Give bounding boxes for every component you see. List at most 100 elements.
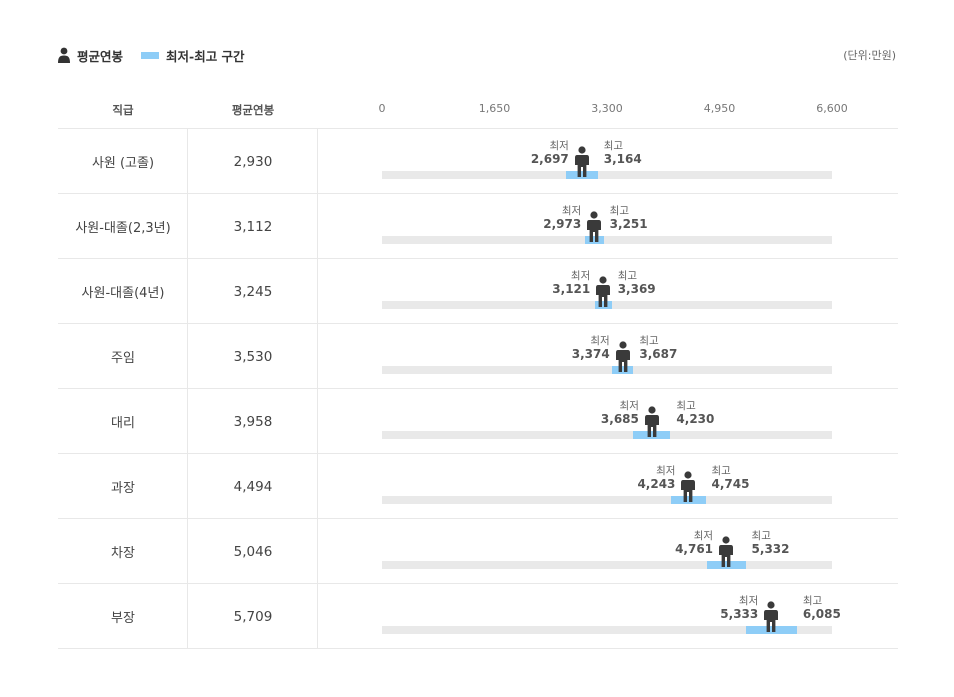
row-divider bbox=[58, 258, 898, 259]
avg-person-marker bbox=[644, 406, 659, 437]
range-bar bbox=[706, 561, 746, 569]
min-value: 2,697 bbox=[530, 152, 569, 166]
unit-label: (단위:만원) bbox=[843, 49, 896, 62]
row-divider bbox=[58, 648, 898, 649]
table-row: 주임 3,530 최저 3,374 최고 3,687 bbox=[58, 324, 898, 389]
range-track bbox=[382, 496, 832, 504]
max-value: 3,687 bbox=[639, 347, 678, 361]
max-value: 6,085 bbox=[802, 607, 841, 621]
rank-label: 과장 bbox=[111, 481, 135, 496]
max-value: 3,164 bbox=[603, 152, 642, 166]
row-divider bbox=[58, 388, 898, 389]
min-label: 최저 bbox=[738, 595, 759, 607]
avg-salary-value: 4,494 bbox=[233, 478, 273, 495]
avg-person-marker bbox=[574, 146, 589, 177]
range-track bbox=[382, 236, 832, 244]
range-track bbox=[382, 626, 832, 634]
avg-person-marker bbox=[615, 341, 630, 372]
rank-label: 사원 (고졸) bbox=[91, 156, 155, 171]
min-label: 최저 bbox=[656, 465, 676, 477]
min-label: 최저 bbox=[549, 140, 569, 152]
max-label: 최고 bbox=[751, 530, 771, 542]
header-rank: 직급 bbox=[112, 103, 134, 117]
rank-label: 사원-대졸(2,3년) bbox=[75, 221, 171, 236]
row-divider bbox=[58, 193, 898, 194]
legend: 평균연봉 최저-최고 구간 bbox=[57, 46, 245, 64]
rank-label: 주임 bbox=[111, 351, 135, 366]
min-value: 3,121 bbox=[552, 282, 591, 296]
avg-salary-value: 3,245 bbox=[233, 283, 273, 300]
avg-salary-value: 5,046 bbox=[233, 543, 273, 560]
range-bar bbox=[565, 171, 598, 179]
avg-salary-value: 2,930 bbox=[233, 153, 273, 170]
row-divider bbox=[58, 323, 898, 324]
avg-salary-value: 3,958 bbox=[233, 413, 273, 430]
row-divider bbox=[58, 518, 898, 519]
range-bar bbox=[594, 301, 612, 309]
min-label: 최저 bbox=[561, 205, 582, 217]
avg-salary-value: 3,112 bbox=[233, 218, 273, 235]
min-value: 4,243 bbox=[637, 477, 676, 491]
person-icon bbox=[58, 47, 70, 63]
max-value: 4,230 bbox=[676, 412, 715, 426]
range-bar bbox=[612, 366, 634, 374]
avg-salary-value: 3,530 bbox=[233, 348, 273, 365]
range-track bbox=[382, 561, 832, 569]
table-row: 사원-대졸(4년) 3,245 최저 3,121 최고 3,369 bbox=[58, 259, 898, 324]
max-label: 최고 bbox=[609, 205, 629, 217]
rank-label: 대리 bbox=[111, 416, 135, 431]
legend-range-label: 최저-최고 구간 bbox=[166, 48, 245, 64]
legend-range-swatch bbox=[141, 51, 160, 59]
header-divider bbox=[58, 128, 898, 129]
row-divider bbox=[58, 583, 898, 584]
table-row: 대리 3,958 최저 3,685 최고 4,230 bbox=[58, 389, 898, 454]
row-divider bbox=[58, 453, 898, 454]
avg-person-marker bbox=[596, 276, 611, 307]
max-label: 최고 bbox=[676, 400, 696, 412]
axis-tick-label: 4,950 bbox=[703, 102, 736, 115]
table-row: 사원 (고졸) 2,930 최저 2,697 최고 3,164 bbox=[58, 129, 898, 194]
range-bar bbox=[745, 626, 797, 634]
avg-person-marker bbox=[719, 536, 734, 567]
min-value: 5,333 bbox=[720, 607, 759, 621]
max-label: 최고 bbox=[639, 335, 659, 347]
range-track bbox=[382, 431, 832, 439]
legend-avg-label: 평균연봉 bbox=[77, 48, 124, 64]
min-value: 3,374 bbox=[571, 347, 610, 361]
table-row: 차장 5,046 최저 4,761 최고 5,332 bbox=[58, 519, 898, 584]
max-label: 최고 bbox=[711, 465, 731, 477]
range-track bbox=[382, 171, 832, 179]
avg-person-marker bbox=[764, 601, 779, 632]
min-label: 최저 bbox=[619, 400, 639, 412]
min-value: 4,761 bbox=[675, 542, 714, 556]
min-value: 2,973 bbox=[543, 217, 582, 231]
max-label: 최고 bbox=[617, 270, 638, 282]
axis-tick-label: 6,600 bbox=[816, 102, 848, 115]
range-track bbox=[382, 366, 832, 374]
table-row: 과장 4,494 최저 4,243 최고 4,745 bbox=[58, 454, 898, 519]
max-value: 3,251 bbox=[609, 217, 648, 231]
range-bar bbox=[584, 236, 604, 244]
max-value: 5,332 bbox=[751, 542, 790, 556]
range-bar bbox=[633, 431, 671, 439]
min-label: 최저 bbox=[693, 530, 714, 542]
axis-tick-label: 1,650 bbox=[478, 102, 511, 115]
avg-person-marker bbox=[587, 211, 602, 242]
max-value: 4,745 bbox=[711, 477, 750, 491]
avg-salary-value: 5,709 bbox=[233, 608, 273, 625]
table-row: 부장 5,709 최저 5,333 최고 6,085 bbox=[58, 584, 898, 649]
rank-label: 차장 bbox=[111, 546, 135, 561]
range-bar bbox=[671, 496, 706, 504]
max-value: 3,369 bbox=[617, 282, 656, 296]
header-avg: 평균연봉 bbox=[231, 103, 275, 117]
axis-tick-label: 3,300 bbox=[591, 102, 623, 115]
min-label: 최저 bbox=[590, 335, 610, 347]
rank-label: 부장 bbox=[111, 611, 135, 626]
min-value: 3,685 bbox=[600, 412, 639, 426]
table-row: 사원-대졸(2,3년) 3,112 최저 2,973 최고 3,251 bbox=[58, 194, 898, 259]
max-label: 최고 bbox=[802, 595, 823, 607]
avg-person-marker bbox=[681, 471, 696, 502]
rank-label: 사원-대졸(4년) bbox=[81, 286, 165, 301]
axis-tick-label: 0 bbox=[378, 102, 386, 115]
min-label: 최저 bbox=[570, 270, 591, 282]
